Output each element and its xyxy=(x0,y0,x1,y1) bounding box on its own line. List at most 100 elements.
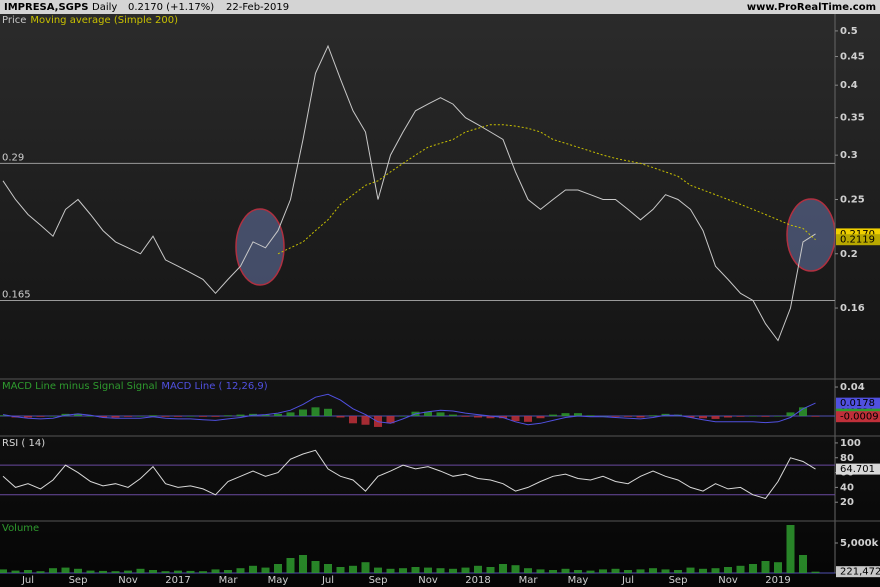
bar xyxy=(211,569,220,573)
legend-label: MACD Line minus Signal Signal xyxy=(2,381,157,392)
bar xyxy=(274,564,282,573)
bar xyxy=(399,568,407,573)
bar xyxy=(524,568,532,573)
y-tick-label: 0.45 xyxy=(840,52,865,63)
bar xyxy=(386,416,395,424)
bar xyxy=(249,565,257,573)
bar xyxy=(186,570,195,573)
bar xyxy=(536,416,545,419)
bar xyxy=(324,564,332,573)
bar xyxy=(811,571,820,573)
date: 22-Feb-2019 xyxy=(226,2,289,13)
bar xyxy=(611,568,620,573)
bar xyxy=(649,415,657,417)
value-tag xyxy=(836,397,880,409)
bar xyxy=(574,570,582,573)
value-tag xyxy=(836,463,880,475)
x-tick-label: May xyxy=(568,575,589,586)
bar xyxy=(149,570,157,573)
y-tick-label: 0.2 xyxy=(840,249,858,260)
bar xyxy=(24,570,32,573)
value-tag-label: 221,472 xyxy=(840,567,880,578)
bar xyxy=(786,525,795,573)
bar xyxy=(686,567,695,573)
bar xyxy=(411,567,420,573)
bar xyxy=(0,415,7,417)
bar xyxy=(499,564,507,573)
bar xyxy=(11,570,20,573)
bar xyxy=(661,569,670,573)
bar xyxy=(311,561,320,573)
bar xyxy=(124,416,132,417)
bar xyxy=(561,413,570,417)
header-bar xyxy=(0,0,880,14)
bar xyxy=(536,569,545,573)
legend-label: RSI ( 14) xyxy=(2,438,45,449)
bar xyxy=(161,571,170,573)
bar xyxy=(311,407,320,417)
bar xyxy=(524,416,532,422)
bar xyxy=(749,416,757,417)
bar xyxy=(49,568,57,573)
bar xyxy=(336,567,345,573)
y-tick-label: 0.3 xyxy=(840,150,858,161)
bar xyxy=(636,569,645,573)
bar xyxy=(511,416,520,422)
bar xyxy=(449,568,457,573)
bar xyxy=(711,568,720,573)
x-tick-label: Jul xyxy=(21,575,34,586)
bar xyxy=(424,567,432,573)
bar xyxy=(449,414,457,417)
value-tag xyxy=(836,411,880,423)
bar xyxy=(199,571,207,573)
x-tick-label: Mar xyxy=(519,575,539,586)
bar xyxy=(799,555,807,573)
y-tick-label: 20 xyxy=(840,497,854,508)
x-tick-label: Nov xyxy=(118,575,138,586)
bar xyxy=(36,416,45,417)
bar xyxy=(86,416,95,417)
y-tick-label: 0.16 xyxy=(840,303,865,314)
x-tick-label: Sep xyxy=(69,575,88,586)
x-tick-label: Nov xyxy=(418,575,438,586)
bar xyxy=(774,562,782,573)
bar xyxy=(699,416,707,419)
legend-label: MACD Line ( 12,26,9) xyxy=(161,381,267,392)
level-label: 0.165 xyxy=(2,290,31,301)
bar xyxy=(224,570,232,573)
bar xyxy=(761,561,770,573)
symbol: IMPRESA,SGPS xyxy=(4,2,88,13)
bar xyxy=(349,565,357,573)
value-tag-label: 0.2119 xyxy=(840,235,875,246)
bar xyxy=(636,416,645,418)
quote: 0.2170 (+1.17%) xyxy=(128,2,214,13)
series-line xyxy=(2,449,816,500)
x-tick-label: 2018 xyxy=(465,575,490,586)
bar xyxy=(324,408,332,417)
bar xyxy=(0,569,7,573)
x-tick-label: Mar xyxy=(219,575,239,586)
bar xyxy=(174,570,182,573)
bar xyxy=(749,564,757,573)
bar xyxy=(274,413,282,417)
site: www.ProRealTime.com xyxy=(747,2,876,13)
bar xyxy=(486,416,495,419)
bar xyxy=(724,567,732,573)
x-tick-label: Sep xyxy=(369,575,388,586)
series-line xyxy=(277,124,816,255)
bar xyxy=(624,570,632,573)
bar xyxy=(511,565,520,573)
bar xyxy=(461,416,470,417)
bar xyxy=(336,416,345,418)
bar xyxy=(86,570,95,573)
y-tick-label: 40 xyxy=(840,482,854,493)
bar xyxy=(711,416,720,419)
y-tick-label: 5,000k xyxy=(840,538,879,549)
bar xyxy=(436,568,445,573)
bar xyxy=(286,412,295,417)
bar xyxy=(74,568,82,573)
bar xyxy=(149,415,157,417)
bar xyxy=(99,570,107,573)
